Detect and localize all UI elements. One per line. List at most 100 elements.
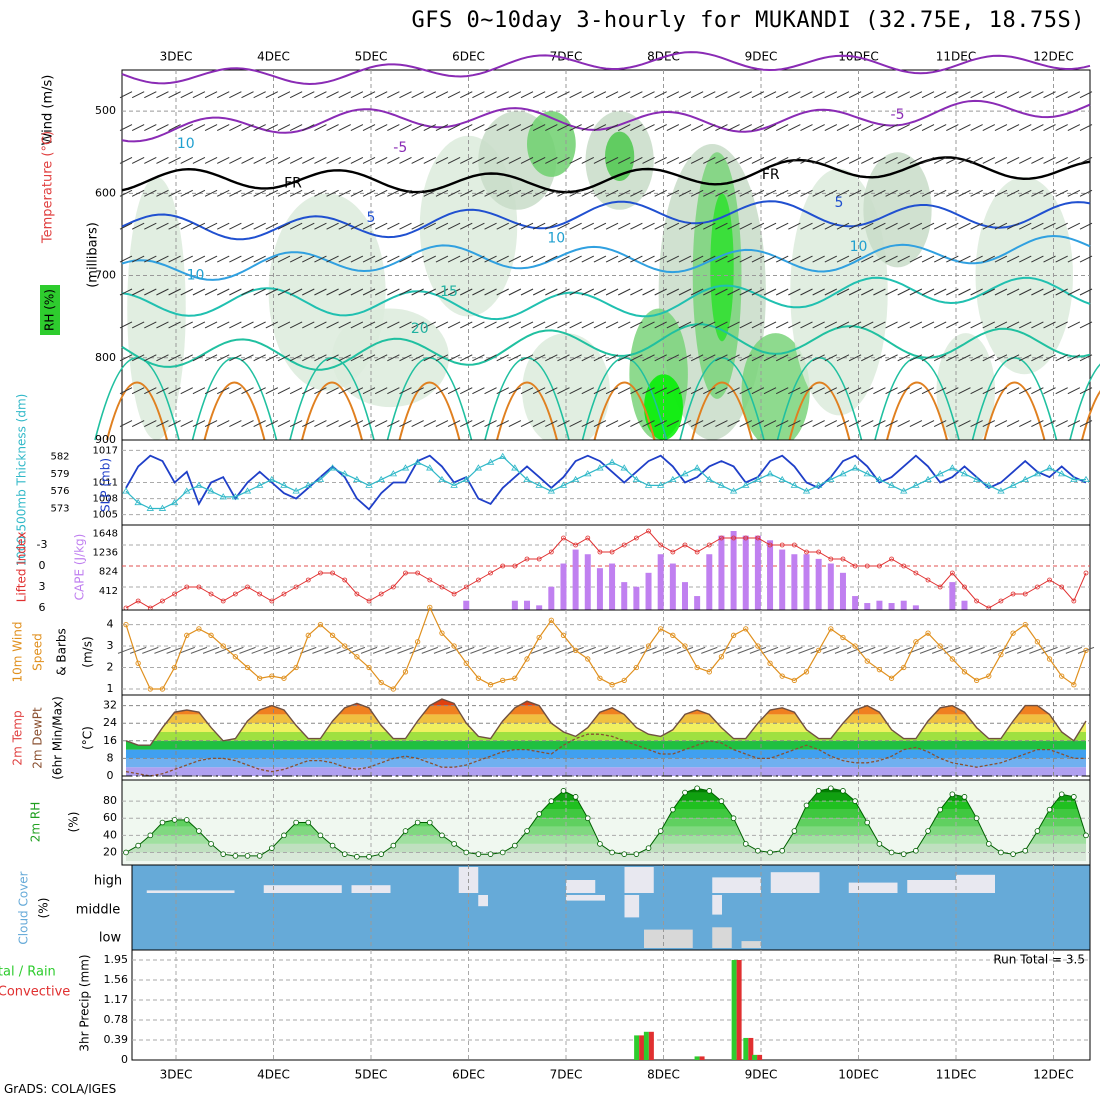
rh-point	[232, 853, 239, 859]
wind-barb	[958, 387, 971, 395]
wind-barb	[520, 222, 534, 230]
wind-barb	[763, 222, 777, 230]
wind-barb	[423, 124, 437, 132]
warm-contour	[983, 381, 1046, 441]
wind-barb	[824, 124, 838, 132]
wind-barb	[800, 124, 813, 132]
wind-barb	[460, 124, 473, 132]
wind-barb	[374, 420, 388, 428]
wind-barb	[848, 91, 862, 99]
wind-barb	[1067, 124, 1081, 132]
thickness-point	[717, 481, 726, 488]
thickness-point	[389, 470, 398, 477]
wind-barb	[289, 420, 303, 428]
cape-bar	[767, 540, 774, 610]
wind-barb	[933, 124, 947, 132]
wind-barb	[472, 91, 485, 99]
wind-barb	[654, 156, 667, 164]
wind-barb	[496, 156, 509, 164]
pressure-tick-label: 600	[95, 186, 116, 199]
rh-point	[767, 849, 773, 856]
warm-contour	[1069, 363, 1100, 441]
cape-bar	[742, 535, 749, 610]
wind-barb	[1053, 646, 1070, 654]
thickness-point	[547, 487, 556, 494]
wind-barb	[836, 222, 850, 230]
lifted-index-point	[390, 584, 396, 590]
rh-point	[985, 841, 992, 847]
wind-barb	[761, 646, 779, 654]
lifted-index-point	[439, 584, 445, 590]
wind-barb	[727, 189, 740, 197]
wind-barb	[520, 91, 534, 99]
wind-barb	[909, 91, 923, 99]
wind-barb	[557, 91, 570, 99]
wind-barb	[411, 420, 424, 428]
wind-barb	[946, 91, 959, 99]
wind-barb	[605, 354, 619, 362]
wind-speed-point	[694, 664, 700, 671]
wind-barb	[144, 354, 157, 362]
temp-tick-label: 8	[107, 751, 114, 764]
rh-point	[852, 798, 858, 804]
wind-barb	[763, 255, 777, 263]
lifted-index-point	[1022, 591, 1028, 597]
wind-barb	[873, 124, 886, 132]
wind-barb	[727, 156, 740, 164]
wind-barb	[715, 321, 728, 329]
rh-point	[694, 785, 700, 792]
wind-barb	[605, 156, 619, 164]
rh-point	[925, 828, 931, 834]
wind-barb	[873, 354, 886, 362]
lifted-index-point	[719, 535, 724, 541]
wind-barb	[204, 255, 218, 263]
wind-barb	[557, 321, 570, 329]
wind-barb	[824, 189, 838, 197]
wind-barb	[861, 189, 874, 197]
wind-speed-point	[135, 660, 141, 666]
rh-point	[779, 847, 786, 854]
wind-barb	[289, 321, 303, 329]
wind-barb	[472, 255, 485, 263]
lifted-index-point	[816, 549, 822, 555]
li-axis-label: Lifted Index	[15, 532, 29, 603]
wind-barb	[484, 124, 497, 132]
wind-barb	[435, 222, 449, 230]
wind-barb	[873, 91, 886, 99]
rh-point	[281, 832, 287, 839]
cloud-high-block	[566, 880, 596, 893]
wind-barb	[1055, 255, 1068, 263]
wind-barb	[1055, 420, 1068, 428]
wind-barb	[569, 387, 582, 395]
wind-barb	[216, 222, 230, 230]
wind-barb	[1079, 420, 1093, 428]
thickness-point	[705, 475, 713, 483]
wind-barb	[1079, 91, 1093, 99]
wind-barb	[484, 288, 497, 296]
wind-barb	[921, 222, 935, 230]
wind-speed-point	[269, 673, 275, 679]
wind-barb	[156, 156, 169, 164]
cape-bar	[560, 563, 567, 610]
wind-barb	[715, 189, 728, 197]
wind-barb	[374, 222, 388, 230]
wind-barb	[946, 222, 959, 230]
thickness-tick-label: 576	[50, 486, 69, 497]
wind-speed-point	[876, 667, 883, 673]
wind-barb	[1019, 288, 1032, 296]
wind-barb	[156, 420, 169, 428]
wind-barb	[676, 646, 694, 654]
temp-axis-label: 2m Temp	[11, 710, 25, 765]
wind-barb	[933, 156, 947, 164]
wind-barb	[131, 420, 145, 428]
wind-barb	[919, 646, 937, 654]
rh-point	[973, 815, 980, 822]
wind-barb	[666, 420, 680, 428]
rh-point	[463, 849, 470, 856]
wind-barb	[970, 91, 983, 99]
wind-barb	[397, 646, 414, 654]
wind-barb	[652, 646, 669, 654]
wind-barb	[873, 420, 886, 428]
wind-barb	[885, 156, 898, 164]
